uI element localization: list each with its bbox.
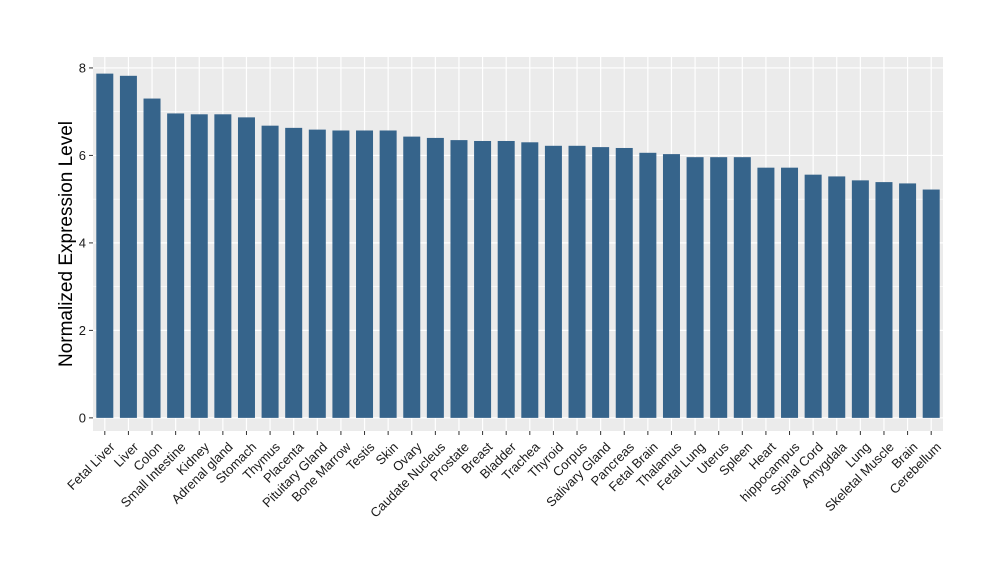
bar xyxy=(379,130,397,418)
bar xyxy=(426,137,444,418)
bar xyxy=(568,145,586,418)
bar xyxy=(497,140,515,418)
bar xyxy=(96,73,114,418)
bar xyxy=(261,125,279,418)
bar xyxy=(804,174,822,418)
bar xyxy=(332,130,350,418)
y-tick-label: 6 xyxy=(79,148,86,163)
bar xyxy=(450,140,468,418)
bar xyxy=(143,98,161,418)
bar xyxy=(851,180,869,418)
bar xyxy=(639,152,657,418)
bar xyxy=(662,154,680,418)
bar xyxy=(781,167,799,418)
bar xyxy=(592,147,610,418)
bar xyxy=(119,75,137,418)
bar xyxy=(237,117,255,418)
minor-gridlines xyxy=(93,111,943,375)
y-axis: 0 2 4 6 8 xyxy=(79,60,93,425)
y-tick-label: 8 xyxy=(79,60,86,75)
bar xyxy=(875,182,893,418)
bar xyxy=(757,167,775,418)
bar xyxy=(214,114,232,418)
bar xyxy=(356,130,374,418)
plot-panel xyxy=(93,57,943,431)
bar xyxy=(521,142,539,418)
bar xyxy=(733,157,751,418)
bar xyxy=(615,147,633,418)
bar xyxy=(710,157,728,418)
bar xyxy=(828,176,846,418)
bar xyxy=(922,189,940,418)
bar xyxy=(686,157,704,418)
bar xyxy=(899,183,917,418)
bar xyxy=(403,136,421,418)
bar xyxy=(167,113,185,418)
bar xyxy=(474,140,492,418)
y-tick-label: 0 xyxy=(79,410,86,425)
y-tick-label: 2 xyxy=(79,323,86,338)
bars xyxy=(96,73,940,418)
bar xyxy=(308,129,326,418)
bar xyxy=(544,145,562,418)
y-tick-label: 4 xyxy=(79,235,86,250)
bar xyxy=(285,127,303,418)
y-axis-label: Normalized Expression Level xyxy=(56,121,77,367)
bar xyxy=(190,114,208,418)
x-tick-label: Fetal Liver xyxy=(64,439,118,493)
